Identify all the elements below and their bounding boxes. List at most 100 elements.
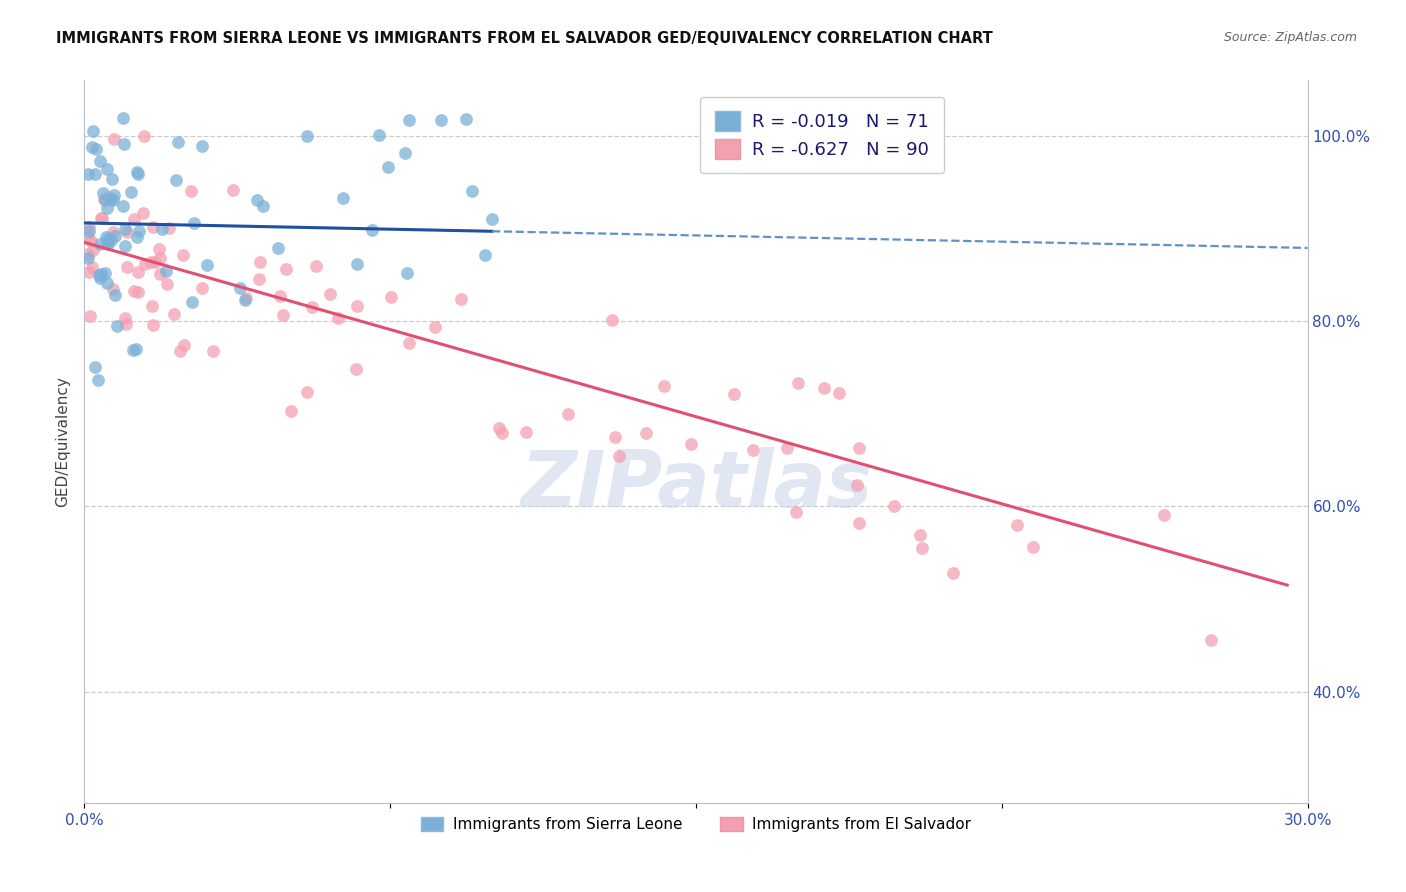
Point bbox=[112, 199, 135, 213]
Point bbox=[125, 165, 148, 179]
Point bbox=[361, 222, 384, 236]
Point bbox=[848, 516, 870, 530]
Point bbox=[654, 378, 676, 392]
Point bbox=[141, 299, 163, 313]
Point bbox=[1005, 518, 1028, 533]
Point bbox=[96, 161, 118, 176]
Point bbox=[103, 188, 125, 202]
Point bbox=[166, 135, 188, 149]
Point bbox=[813, 381, 835, 395]
Point bbox=[97, 236, 120, 251]
Point bbox=[84, 168, 107, 182]
Point bbox=[474, 248, 496, 262]
Point bbox=[77, 265, 100, 279]
Point bbox=[252, 199, 274, 213]
Point bbox=[77, 230, 100, 244]
Point bbox=[139, 254, 162, 268]
Point bbox=[394, 146, 416, 161]
Point bbox=[247, 272, 270, 286]
Point bbox=[557, 407, 579, 421]
Point bbox=[101, 172, 124, 186]
Text: ZIPatlas: ZIPatlas bbox=[520, 447, 872, 523]
Point bbox=[111, 112, 134, 126]
Point bbox=[488, 420, 510, 434]
Point bbox=[742, 443, 765, 458]
Point bbox=[271, 308, 294, 322]
Point bbox=[101, 193, 124, 207]
Point bbox=[77, 168, 100, 182]
Point bbox=[785, 505, 807, 519]
Point bbox=[131, 206, 153, 220]
Point bbox=[481, 212, 503, 227]
Point bbox=[89, 236, 111, 251]
Point bbox=[1201, 632, 1223, 647]
Point bbox=[787, 376, 810, 390]
Point bbox=[120, 186, 142, 200]
Point bbox=[134, 128, 156, 143]
Point bbox=[246, 194, 269, 208]
Point bbox=[295, 128, 318, 143]
Point bbox=[172, 248, 194, 262]
Point bbox=[326, 311, 349, 326]
Point bbox=[1022, 540, 1045, 554]
Point bbox=[80, 260, 103, 274]
Point bbox=[96, 235, 118, 250]
Point bbox=[155, 264, 177, 278]
Point bbox=[229, 281, 252, 295]
Point bbox=[127, 285, 149, 299]
Point bbox=[96, 276, 118, 290]
Point bbox=[89, 271, 111, 285]
Point bbox=[77, 220, 100, 235]
Point bbox=[346, 257, 368, 271]
Point bbox=[96, 201, 118, 215]
Point bbox=[191, 138, 214, 153]
Point bbox=[122, 284, 145, 298]
Point bbox=[149, 251, 172, 265]
Point bbox=[380, 290, 402, 304]
Point bbox=[344, 362, 367, 376]
Point bbox=[91, 186, 114, 200]
Point bbox=[423, 320, 446, 334]
Point bbox=[93, 192, 115, 206]
Point bbox=[150, 222, 173, 236]
Point bbox=[143, 255, 166, 269]
Point bbox=[77, 251, 100, 265]
Point bbox=[91, 211, 114, 225]
Point bbox=[450, 292, 472, 306]
Point bbox=[114, 310, 136, 325]
Point bbox=[319, 286, 342, 301]
Point bbox=[98, 190, 121, 204]
Point bbox=[827, 385, 849, 400]
Point bbox=[157, 221, 180, 235]
Point bbox=[846, 478, 869, 492]
Point bbox=[90, 211, 112, 225]
Point bbox=[515, 425, 537, 439]
Point bbox=[134, 257, 156, 271]
Point bbox=[127, 264, 149, 278]
Point bbox=[195, 258, 218, 272]
Point bbox=[87, 373, 110, 387]
Point bbox=[105, 318, 128, 333]
Point bbox=[267, 241, 290, 255]
Point bbox=[82, 243, 104, 257]
Point bbox=[165, 173, 187, 187]
Point bbox=[430, 113, 453, 128]
Point bbox=[942, 566, 965, 581]
Point bbox=[100, 233, 122, 247]
Point bbox=[183, 216, 205, 230]
Point bbox=[93, 266, 115, 280]
Text: Source: ZipAtlas.com: Source: ZipAtlas.com bbox=[1223, 31, 1357, 45]
Point bbox=[395, 266, 418, 280]
Point bbox=[117, 225, 139, 239]
Y-axis label: GED/Equivalency: GED/Equivalency bbox=[55, 376, 70, 507]
Point bbox=[491, 426, 513, 441]
Point bbox=[80, 234, 103, 248]
Point bbox=[148, 242, 170, 256]
Point bbox=[910, 527, 932, 541]
Point bbox=[398, 113, 420, 128]
Point bbox=[141, 318, 163, 332]
Point bbox=[104, 287, 127, 301]
Point bbox=[681, 437, 703, 451]
Point bbox=[128, 223, 150, 237]
Point bbox=[96, 232, 118, 246]
